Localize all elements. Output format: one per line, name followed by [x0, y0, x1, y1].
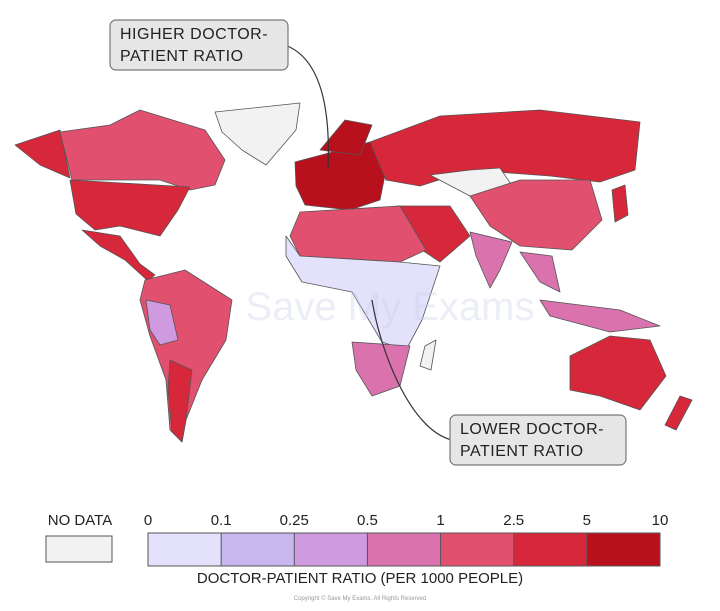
no-data-swatch	[45, 535, 113, 563]
legend-tick-label: 0.25	[280, 512, 309, 529]
legend-tick-label: 2.5	[503, 512, 524, 529]
madagascar	[419, 339, 437, 371]
japan	[611, 184, 629, 223]
legend-bin	[148, 533, 222, 566]
indonesia	[539, 299, 661, 333]
callout-text: HIGHER DOCTOR-	[120, 26, 268, 43]
callout-low: LOWER DOCTOR- PATIENT RATIO	[371, 299, 627, 466]
legend-tick-label: 5	[583, 512, 591, 529]
callout-text: PATIENT RATIO	[120, 48, 244, 65]
scandinavia	[319, 119, 373, 156]
legend-bin	[586, 533, 660, 566]
copyright: Copyright © Save My Exams. All Rights Re…	[294, 595, 426, 602]
usa	[69, 179, 191, 237]
legend-tick-label: 0.5	[357, 512, 378, 529]
callout-box	[449, 414, 627, 466]
alaska	[14, 129, 71, 179]
australia	[569, 335, 667, 411]
india	[469, 231, 513, 289]
callout-high: HIGHER DOCTOR- PATIENT RATIO	[109, 19, 329, 169]
central-america	[81, 229, 156, 282]
legend-bin	[440, 533, 514, 566]
southeast-asia	[519, 251, 561, 293]
peru-bolivia	[145, 299, 179, 346]
greenland	[214, 102, 301, 166]
callout-line	[284, 44, 329, 169]
argentina-chile	[167, 359, 193, 443]
callout-text: LOWER DOCTOR-	[460, 421, 604, 438]
callout-box	[109, 19, 289, 71]
legend-tick-label: 0	[144, 512, 152, 529]
legend-title: DOCTOR-PATIENT RATIO (PER 1000 PEOPLE)	[197, 570, 523, 587]
legend-tick-label: 1	[436, 512, 444, 529]
watermark: Save My Exams	[246, 285, 535, 329]
no-data-label: NO DATA	[48, 512, 112, 529]
canada	[59, 109, 226, 191]
china	[469, 179, 603, 251]
new-zealand	[664, 395, 693, 431]
legend-bin	[221, 533, 295, 566]
world-map	[14, 102, 693, 443]
legend-tick-label: 0.1	[211, 512, 232, 529]
callout-text: PATIENT RATIO	[460, 443, 584, 460]
legend-tick-label: 10	[652, 512, 669, 529]
russia	[369, 109, 641, 187]
legend-bin	[294, 533, 368, 566]
callout-line	[371, 299, 453, 441]
legend: NO DATA DOCTOR-PATIENT RATIO (PER 1000 P…	[45, 512, 669, 587]
legend-bin	[367, 533, 441, 566]
legend-bin	[513, 533, 587, 566]
southern-africa	[351, 341, 411, 397]
